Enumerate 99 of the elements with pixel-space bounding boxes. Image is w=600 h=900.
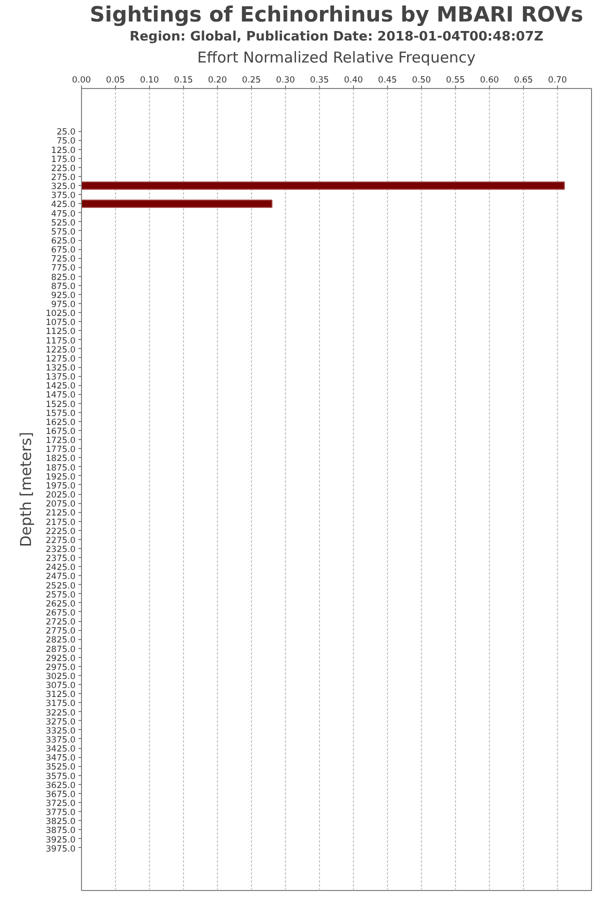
y-tick-label: 1925.0	[46, 472, 76, 482]
y-tick-label: 675.0	[51, 246, 76, 256]
y-tick-label: 325.0	[51, 182, 76, 192]
x-tick-label: 0.20	[208, 76, 227, 86]
y-tick-label: 3775.0	[46, 808, 76, 818]
y-tick-label: 1725.0	[46, 436, 76, 446]
y-tick-label: 2775.0	[46, 626, 76, 637]
y-tick-label: 3325.0	[46, 726, 76, 736]
y-tick-label: 3825.0	[46, 817, 76, 828]
y-tick-label: 1775.0	[46, 445, 76, 456]
y-tick-label: 2425.0	[46, 563, 76, 574]
x-tick-label: 0.30	[276, 76, 295, 86]
y-tick-label: 3525.0	[46, 762, 76, 773]
y-tick-label: 2375.0	[46, 554, 76, 564]
y-tick-label: 1175.0	[46, 336, 76, 346]
y-tick-label: 1375.0	[46, 372, 76, 383]
y-tick-label: 1025.0	[46, 309, 76, 320]
x-tick-label: 0.25	[242, 76, 261, 86]
y-tick-label: 2575.0	[46, 590, 76, 600]
y-tick-label: 3125.0	[46, 690, 76, 700]
y-tick-label: 2325.0	[46, 544, 76, 555]
y-tick-label: 2925.0	[46, 654, 76, 664]
y-tick-label: 1825.0	[46, 454, 76, 464]
y-tick-label: 925.0	[51, 290, 76, 301]
y-tick-label: 3875.0	[46, 826, 76, 836]
y-tick-label: 1075.0	[46, 318, 76, 328]
y-tick-label: 3675.0	[46, 790, 76, 800]
y-tick-label: 1325.0	[46, 364, 76, 374]
chart-title: Sightings of Echinorhinus by MBARI ROVs	[90, 2, 584, 26]
y-tick-label: 3725.0	[46, 799, 76, 809]
y-axis-title: Depth [meters]	[16, 432, 35, 548]
y-tick-label: 1625.0	[46, 418, 76, 428]
y-tick-label: 1975.0	[46, 481, 76, 492]
y-tick-label: 575.0	[51, 227, 76, 238]
y-tick-label: 75.0	[56, 136, 76, 147]
y-tick-label: 175.0	[51, 154, 76, 165]
x-tick-label: 0.15	[174, 76, 193, 86]
y-tick-label: 1125.0	[46, 327, 76, 338]
x-tick-label: 0.65	[514, 76, 533, 86]
y-tick-label: 1475.0	[46, 390, 76, 401]
x-tick-label: 0.70	[548, 76, 567, 86]
y-tick-label: 3375.0	[46, 735, 76, 746]
y-tick-label: 3975.0	[46, 844, 76, 854]
y-tick-label: 1525.0	[46, 400, 76, 410]
y-tick-label: 2825.0	[46, 636, 76, 646]
x-tick-label: 0.10	[140, 76, 159, 86]
y-tick-label: 2475.0	[46, 572, 76, 582]
y-tick-label: 875.0	[51, 282, 76, 292]
y-tick-label: 3575.0	[46, 772, 76, 782]
y-tick-label: 1225.0	[46, 345, 76, 356]
y-tick-label: 25.0	[56, 128, 76, 138]
y-tick-label: 975.0	[51, 300, 76, 310]
y-tick-label: 1875.0	[46, 463, 76, 474]
y-tick-label: 3475.0	[46, 754, 76, 764]
y-tick-label: 375.0	[51, 191, 76, 202]
y-tick-label: 2625.0	[46, 599, 76, 610]
x-tick-label: 0.50	[412, 76, 431, 86]
x-tick-label: 0.35	[310, 76, 329, 86]
y-tick-label: 3075.0	[46, 681, 76, 692]
y-tick-label: 275.0	[51, 173, 76, 183]
y-tick-label: 425.0	[51, 200, 76, 210]
y-tick-label: 2175.0	[46, 518, 76, 528]
chart-subtitle: Region: Global, Publication Date: 2018-01-04T00:48:07Z	[130, 30, 544, 44]
y-tick-label: 3025.0	[46, 672, 76, 682]
y-tick-label: 3275.0	[46, 717, 76, 728]
x-tick-label: 0.00	[72, 76, 91, 86]
y-tick-label: 2675.0	[46, 608, 76, 618]
y-tick-label: 1425.0	[46, 382, 76, 392]
y-tick-label: 2025.0	[46, 490, 76, 501]
y-tick-label: 3225.0	[46, 708, 76, 718]
y-tick-label: 2225.0	[46, 526, 76, 537]
y-tick-label: 2875.0	[46, 644, 76, 655]
y-tick-label: 725.0	[51, 254, 76, 265]
y-tick-label: 1575.0	[46, 408, 76, 419]
y-tick-label: 2075.0	[46, 500, 76, 510]
x-tick-label: 0.60	[480, 76, 499, 86]
y-tick-label: 3925.0	[46, 835, 76, 846]
y-tick-label: 125.0	[51, 146, 76, 156]
y-tick-label: 2275.0	[46, 536, 76, 546]
y-tick-label: 625.0	[51, 236, 76, 247]
y-tick-label: 775.0	[51, 264, 76, 274]
y-tick-label: 825.0	[51, 272, 76, 283]
x-tick-label: 0.55	[446, 76, 465, 86]
y-tick-label: 2525.0	[46, 581, 76, 592]
x-tick-label: 0.40	[344, 76, 363, 86]
y-tick-label: 3425.0	[46, 744, 76, 755]
y-tick-label: 2975.0	[46, 662, 76, 673]
y-tick-label: 2725.0	[46, 618, 76, 628]
x-tick-label: 0.05	[106, 76, 125, 86]
y-tick-label: 525.0	[51, 218, 76, 228]
y-tick-label: 3625.0	[46, 780, 76, 791]
y-tick-label: 475.0	[51, 209, 76, 220]
y-tick-label: 1675.0	[46, 427, 76, 438]
x-axis-title: Effort Normalized Relative Frequency	[197, 48, 476, 66]
y-tick-label: 2125.0	[46, 508, 76, 519]
y-tick-label: 225.0	[51, 164, 76, 174]
y-tick-label: 3175.0	[46, 699, 76, 710]
y-tick-label: 1275.0	[46, 354, 76, 364]
x-tick-label: 0.45	[378, 76, 397, 86]
